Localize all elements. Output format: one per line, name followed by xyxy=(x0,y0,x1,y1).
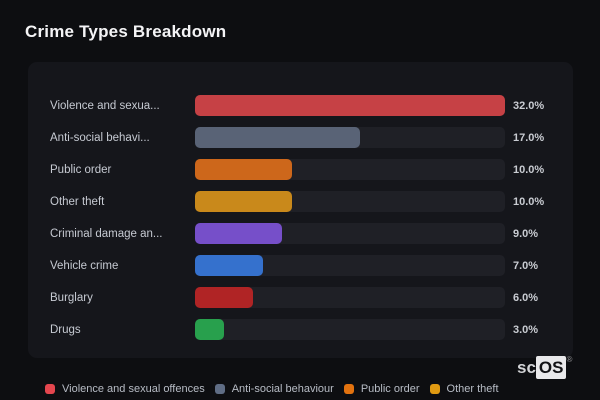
legend-label: Anti-social behaviour xyxy=(231,383,334,395)
bar[interactable] xyxy=(195,191,292,212)
logo-text-os: OS xyxy=(535,356,567,379)
bar-row: Public order 10.0% xyxy=(28,159,573,180)
bar[interactable] xyxy=(195,319,225,340)
logo-text-sc: sc xyxy=(517,358,536,377)
legend-item[interactable]: Other theft xyxy=(429,383,499,395)
bar[interactable] xyxy=(195,159,292,180)
bar-row: Vehicle crime 7.0% xyxy=(28,255,573,276)
bar[interactable] xyxy=(195,223,283,244)
value-label: 10.0% xyxy=(513,195,545,208)
category-label: Anti-social behavi... xyxy=(50,131,150,144)
legend-label: Violence and sexual offences xyxy=(62,383,205,395)
value-label: 32.0% xyxy=(513,99,545,112)
bar-row: Anti-social behavi... 17.0% xyxy=(28,127,573,148)
category-label: Public order xyxy=(50,163,112,176)
bar-row: Violence and sexua... 32.0% xyxy=(28,95,573,116)
legend-item[interactable]: Violence and sexual offences xyxy=(45,383,205,395)
bar-row: Criminal damage an... 9.0% xyxy=(28,223,573,244)
legend-label: Public order xyxy=(360,383,420,395)
category-label: Other theft xyxy=(50,195,105,208)
bar[interactable] xyxy=(195,95,505,116)
value-label: 10.0% xyxy=(513,163,545,176)
chart-legend: Violence and sexual offences Anti-social … xyxy=(45,383,499,395)
bar-row: Burglary 6.0% xyxy=(28,287,573,308)
scos-logo: sc OS ® xyxy=(517,356,572,379)
bar-track xyxy=(195,319,505,340)
legend-label: Other theft xyxy=(446,383,499,395)
chart-title: Crime Types Breakdown xyxy=(25,22,227,41)
value-label: 7.0% xyxy=(513,259,539,272)
bar[interactable] xyxy=(195,287,254,308)
legend-item[interactable]: Public order xyxy=(343,383,420,395)
bar-track xyxy=(195,287,505,308)
legend-item[interactable]: Anti-social behaviour xyxy=(214,383,334,395)
value-label: 3.0% xyxy=(513,323,539,336)
legend-swatch-icon xyxy=(45,384,55,394)
bar-track xyxy=(195,95,505,116)
value-label: 6.0% xyxy=(513,291,539,304)
value-label: 17.0% xyxy=(513,131,545,144)
category-label: Criminal damage an... xyxy=(50,227,163,240)
bar-track xyxy=(195,159,505,180)
legend-swatch-icon xyxy=(429,384,440,394)
category-label: Burglary xyxy=(50,291,93,304)
category-label: Violence and sexua... xyxy=(50,99,160,112)
legend-swatch-icon xyxy=(214,384,225,394)
bar[interactable] xyxy=(195,255,263,276)
registered-trademark-icon: ® xyxy=(566,355,573,364)
bar-row: Drugs 3.0% xyxy=(28,319,573,340)
bar-track xyxy=(195,127,505,148)
bar-track xyxy=(195,255,505,276)
bar-track xyxy=(195,191,505,212)
legend-swatch-icon xyxy=(343,384,354,394)
bar-track xyxy=(195,223,505,244)
chart-panel: Violence and sexua... 32.0% Anti-social be… xyxy=(28,62,573,358)
bar-row: Other theft 10.0% xyxy=(28,191,573,212)
category-label: Vehicle crime xyxy=(50,259,119,272)
category-label: Drugs xyxy=(50,323,81,336)
value-label: 9.0% xyxy=(513,227,539,240)
bar[interactable] xyxy=(195,127,360,148)
bar-rows: Violence and sexua... 32.0% Anti-social be… xyxy=(28,95,573,351)
